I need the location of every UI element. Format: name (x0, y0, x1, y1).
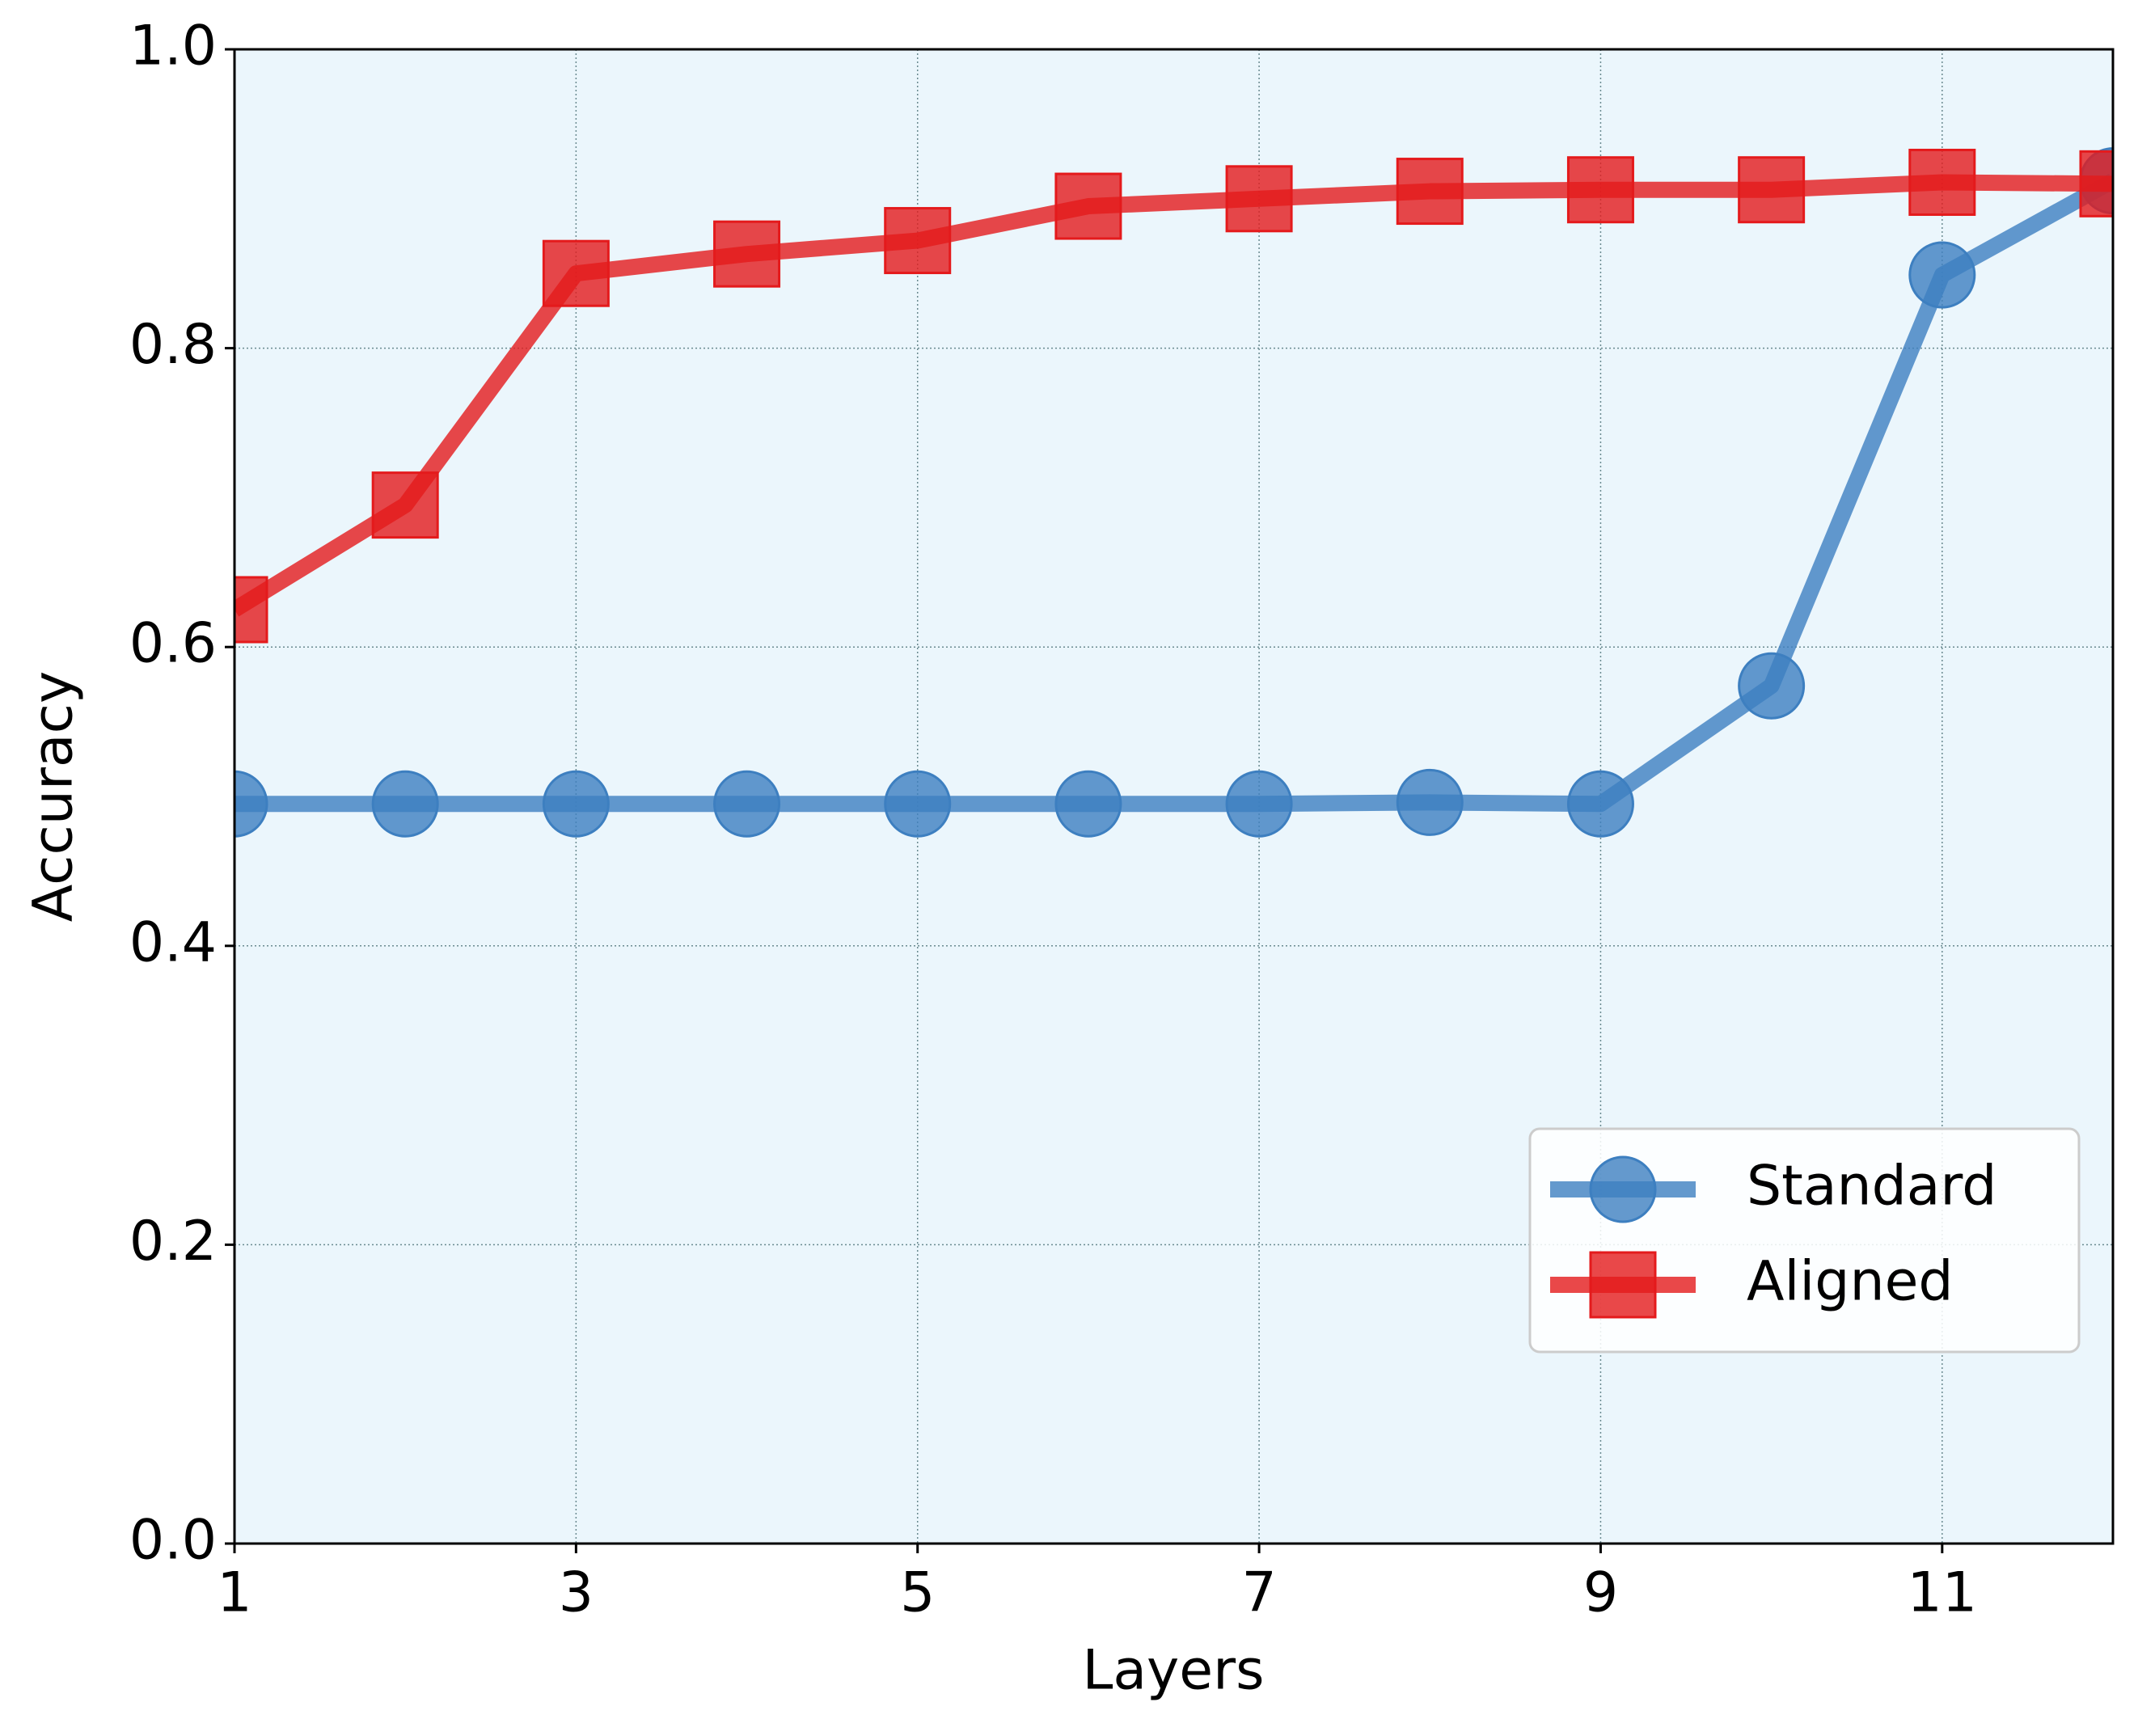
x-tick-label: 9 (1583, 1561, 1618, 1625)
x-axis-label: Layers (1082, 1639, 1264, 1703)
marker (884, 207, 952, 275)
marker (542, 239, 610, 307)
x-tick-label: 3 (559, 1561, 594, 1625)
y-tick-label: 0.4 (129, 910, 217, 974)
marker (1589, 1155, 1657, 1223)
marker (1396, 158, 1464, 226)
ticks: 0.0 0.2 0.4 0.6 0.8 1.0 1 3 5 7 9 11 (129, 15, 1977, 1625)
marker (235, 576, 268, 644)
marker (542, 770, 610, 838)
x-tick-label: 1 (217, 1561, 251, 1625)
x-tick-label: 5 (900, 1561, 935, 1625)
marker (1589, 1251, 1657, 1319)
marker (371, 770, 439, 838)
x-tick-label: 11 (1908, 1561, 1978, 1625)
marker (884, 770, 952, 838)
marker (1566, 770, 1634, 838)
marker (1225, 165, 1293, 233)
y-tick-label: 0.0 (129, 1509, 217, 1573)
marker (1225, 770, 1293, 838)
y-axis-label: Accuracy (22, 671, 86, 922)
marker (1054, 172, 1122, 240)
marker (1908, 241, 1976, 309)
y-tick-label: 0.6 (129, 612, 217, 676)
marker (1054, 770, 1122, 838)
marker (713, 770, 781, 838)
x-tick-label: 7 (1241, 1561, 1276, 1625)
y-tick-label: 0.2 (129, 1210, 217, 1273)
legend: Standard Aligned (1528, 1127, 2081, 1354)
legend-label: Standard (1747, 1155, 1996, 1219)
marker (1738, 652, 1806, 720)
marker (1738, 156, 1806, 224)
marker (1566, 156, 1634, 224)
plot-frame (233, 48, 2115, 1545)
marker (1908, 148, 1976, 216)
marker (1396, 768, 1464, 836)
marker (371, 471, 439, 539)
legend-label: Aligned (1747, 1250, 1954, 1314)
marker (2079, 150, 2113, 218)
series-layer (235, 147, 2113, 838)
y-tick-label: 0.8 (129, 313, 217, 377)
marker (235, 770, 268, 838)
marker (713, 220, 781, 288)
y-tick-label: 1.0 (129, 15, 217, 78)
